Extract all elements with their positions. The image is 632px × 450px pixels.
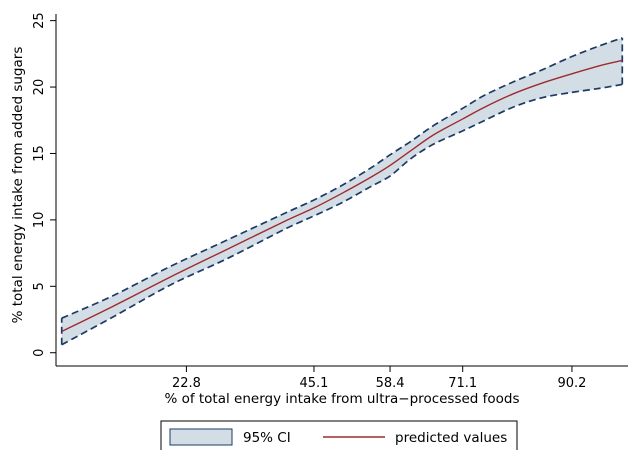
legend-ci-label: 95% CI (243, 430, 291, 446)
ci-lower-bound (61, 83, 623, 346)
ci-upper-bound (61, 37, 623, 319)
x-axis-title: % of total energy intake from ultra−proc… (164, 391, 519, 407)
legend: 95% CI predicted values (160, 420, 518, 450)
y-axis-ticks: 0 5 10 15 20 25 (32, 12, 56, 357)
y-tick-label: 0 (32, 349, 47, 357)
x-tick-label: 71.1 (448, 376, 477, 391)
y-tick-label: 15 (32, 145, 47, 162)
x-axis-ticks: 22.8 45.1 58.4 71.1 90.2 (172, 366, 586, 391)
predicted-values-line (61, 59, 623, 333)
x-tick-label: 45.1 (299, 376, 328, 391)
y-tick-label: 10 (32, 212, 47, 229)
x-tick-label: 90.2 (557, 376, 586, 391)
ci-band (61, 37, 623, 345)
legend-line-label: predicted values (395, 430, 507, 446)
y-tick-label: 20 (32, 79, 47, 96)
legend-ci-swatch (169, 428, 233, 446)
y-axis-title: % total energy intake from added sugars (10, 47, 26, 324)
y-tick-label: 25 (32, 12, 47, 29)
plot-area (60, 37, 624, 346)
x-tick-label: 22.8 (172, 376, 201, 391)
y-tick-label: 5 (32, 282, 47, 290)
x-tick-label: 58.4 (376, 376, 405, 391)
